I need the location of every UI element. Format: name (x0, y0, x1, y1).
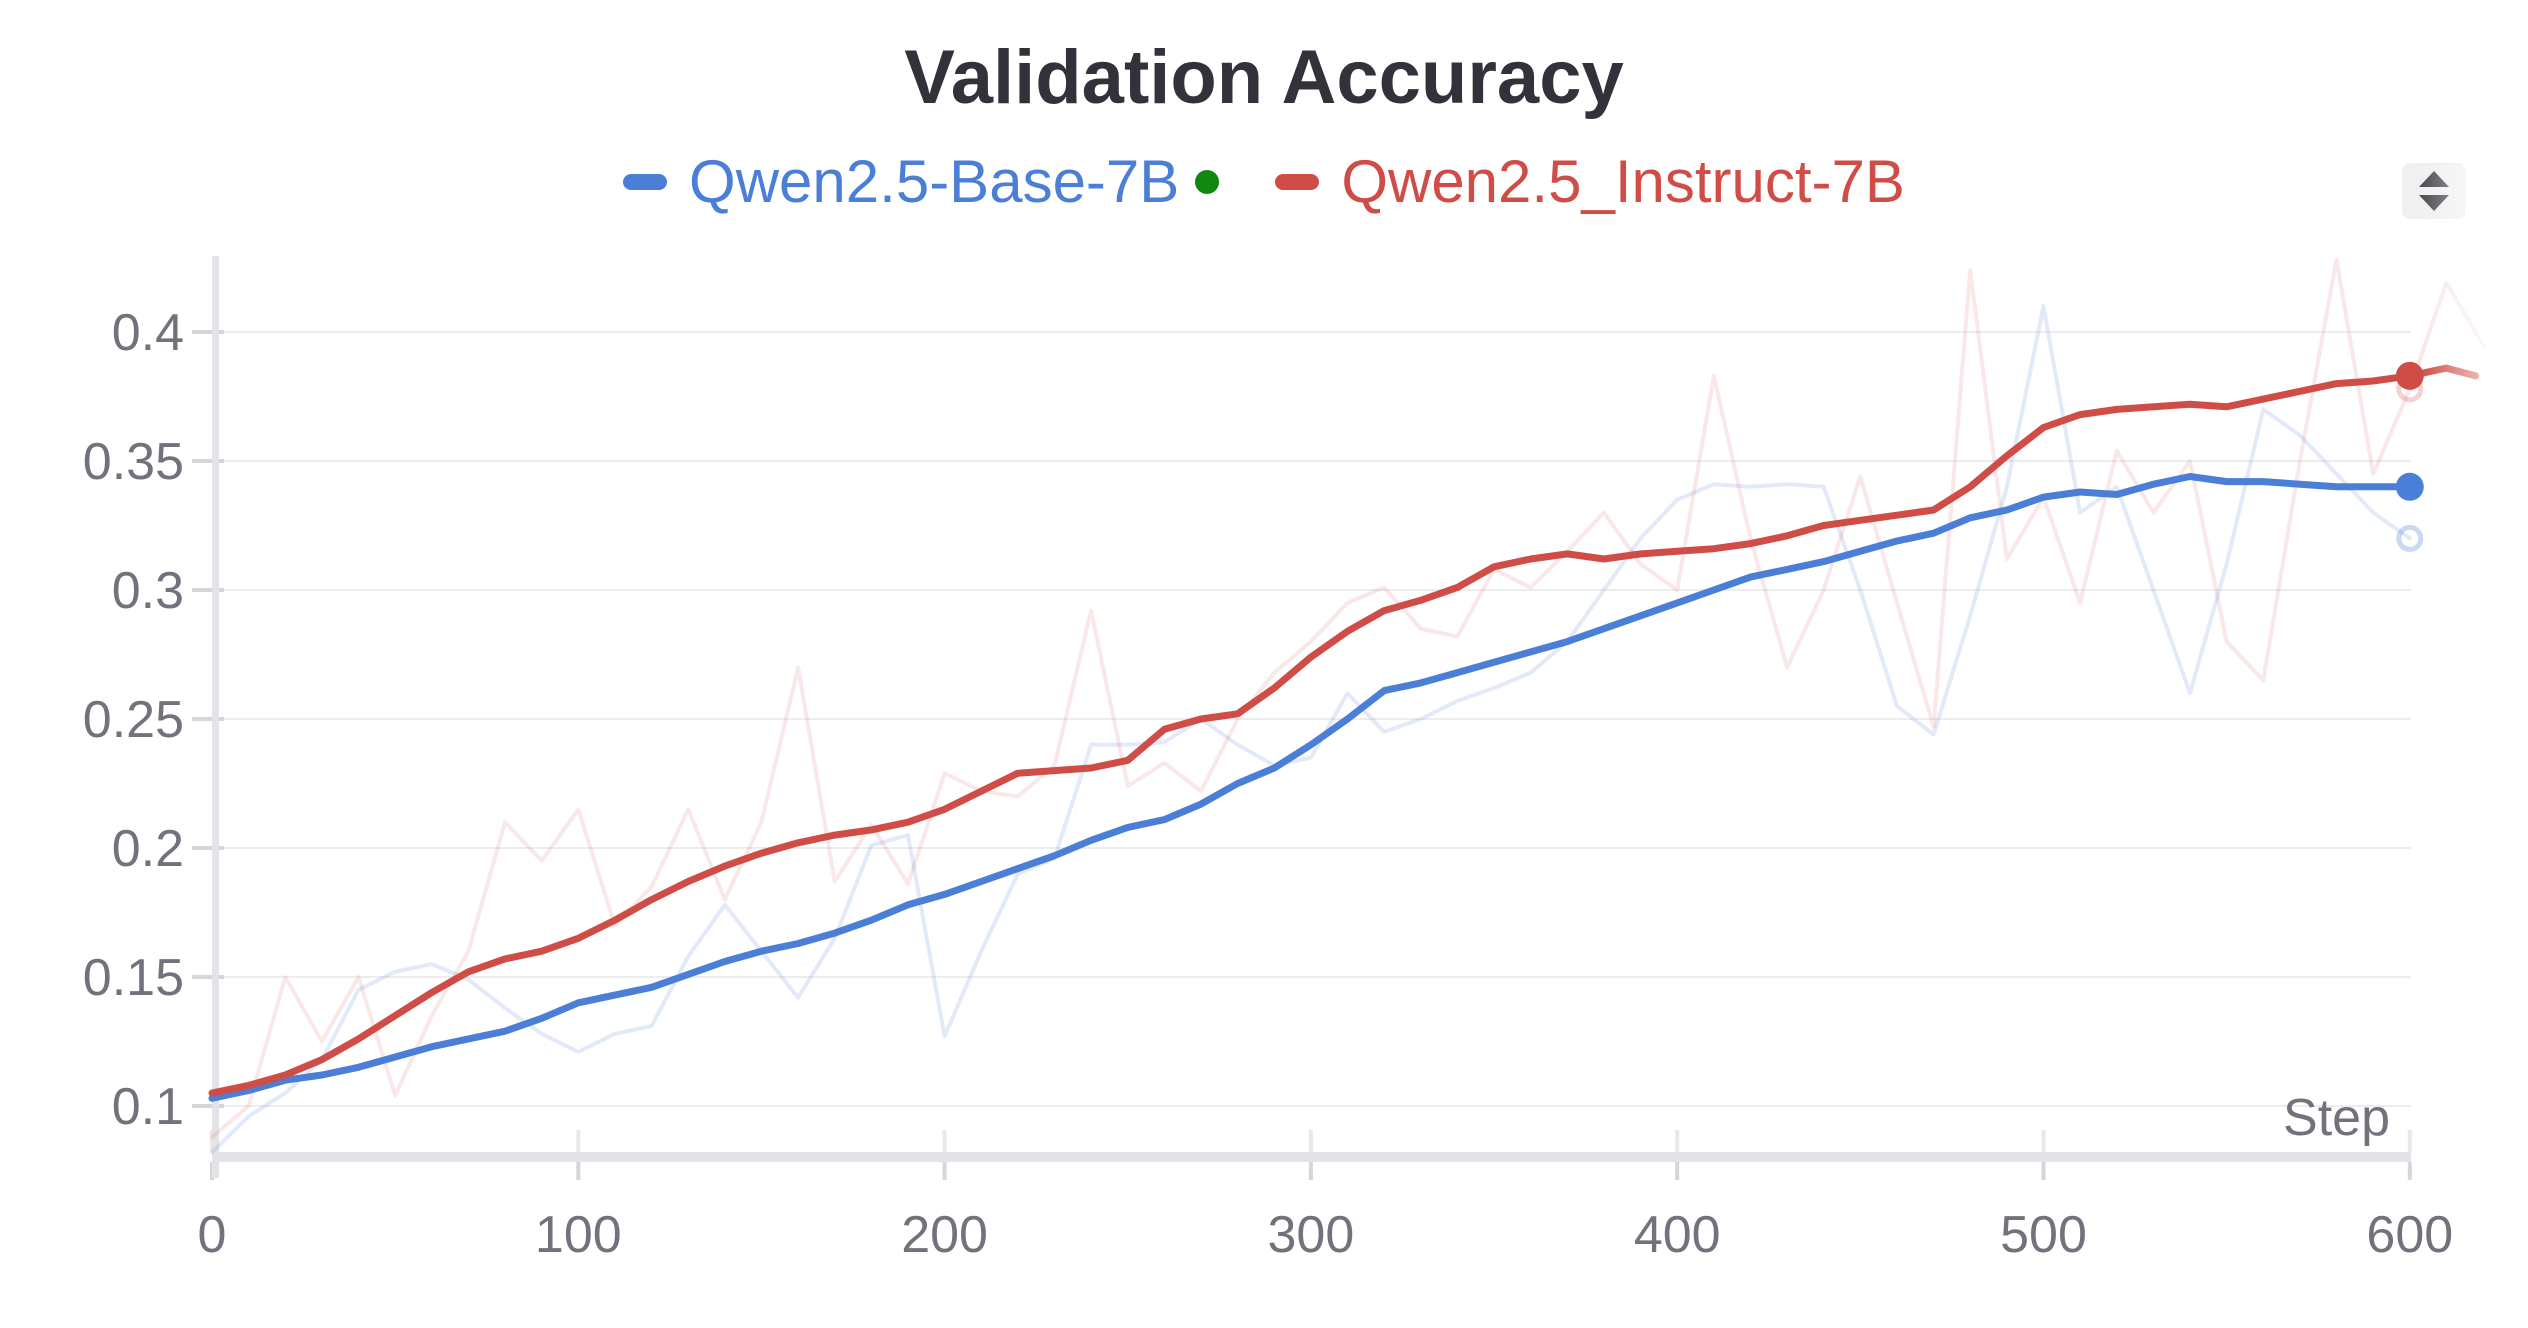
legend: Qwen2.5-Base-7B Qwen2.5_Instruct-7B (0, 152, 2528, 212)
end-marker-filled (2395, 472, 2424, 501)
y-tick-label: 0.25 (83, 691, 184, 749)
x-tick-label: 600 (2366, 1206, 2453, 1264)
series-line-3 (208, 364, 2480, 1097)
legend-swatch-base (623, 174, 668, 190)
legend-label-instruct[interactable]: Qwen2.5_Instruct-7B (1341, 148, 1905, 215)
chart-title: Validation Accuracy (904, 35, 1624, 120)
end-marker-filled (2395, 361, 2424, 390)
series-line-2 (208, 473, 2414, 1102)
y-tick-label: 0.15 (83, 949, 184, 1007)
series-line-1 (210, 257, 2486, 1139)
y-tick-label: 0.3 (112, 562, 184, 620)
x-axis-line (212, 1152, 2411, 1162)
x-tick-label: 0 (198, 1206, 227, 1264)
legend-label-base[interactable]: Qwen2.5-Base-7B (689, 148, 1180, 215)
x-tick-label: 100 (535, 1206, 622, 1264)
y-tick-label: 0.1 (112, 1078, 184, 1136)
y-tick-label: 0.4 (112, 304, 184, 362)
series-line-0 (210, 304, 2412, 1155)
legend-item-base[interactable]: Qwen2.5-Base-7B (623, 148, 1220, 215)
preview-fade-overlay (2420, 165, 2528, 1140)
x-axis-title: Step (2283, 1089, 2390, 1147)
legend-swatch-instruct (1275, 174, 1320, 190)
y-tick-label: 0.35 (83, 433, 184, 491)
x-tick-label: 300 (1268, 1206, 1355, 1264)
y-axis-line (212, 256, 219, 1178)
live-run-dot (1195, 170, 1220, 194)
legend-item-instruct[interactable]: Qwen2.5_Instruct-7B (1275, 152, 1905, 212)
x-tick-label: 200 (901, 1206, 988, 1264)
y-tick-label: 0.2 (112, 820, 184, 878)
x-tick-label: 500 (2000, 1206, 2087, 1264)
x-tick-label: 400 (1634, 1206, 1721, 1264)
